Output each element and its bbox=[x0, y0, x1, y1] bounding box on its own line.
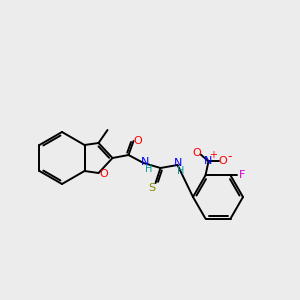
Text: N: N bbox=[174, 158, 183, 168]
Text: S: S bbox=[148, 183, 155, 193]
Text: -: - bbox=[227, 150, 232, 163]
Text: O: O bbox=[133, 136, 142, 146]
Text: +: + bbox=[209, 150, 217, 160]
Text: O: O bbox=[99, 169, 108, 179]
Text: H: H bbox=[145, 164, 152, 174]
Text: H: H bbox=[177, 166, 184, 176]
Text: N: N bbox=[141, 157, 150, 167]
Text: O: O bbox=[192, 148, 201, 158]
Text: F: F bbox=[239, 170, 246, 180]
Text: O: O bbox=[218, 156, 227, 166]
Text: N: N bbox=[204, 156, 213, 166]
